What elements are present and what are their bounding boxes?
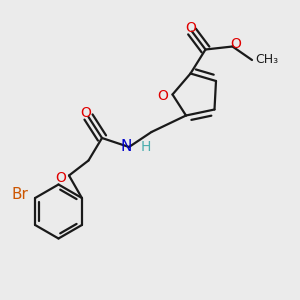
Text: O: O [56,172,67,185]
Text: CH₃: CH₃ [256,53,279,66]
Text: N: N [121,139,132,154]
Text: H: H [141,140,152,154]
Text: O: O [157,89,168,103]
Text: O: O [230,37,241,51]
Text: O: O [185,22,196,35]
Text: O: O [80,106,91,120]
Text: Br: Br [12,187,28,202]
